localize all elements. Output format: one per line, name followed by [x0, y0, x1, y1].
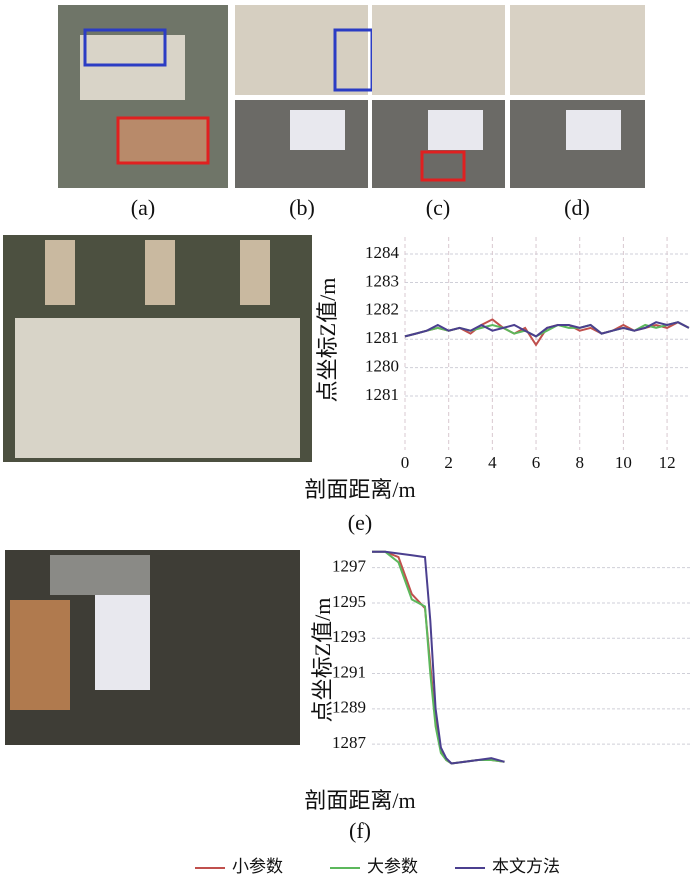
highlight-box: [420, 150, 466, 182]
x-tick-label: 0: [401, 453, 410, 472]
x-tick-label: 10: [615, 453, 632, 472]
y-tick-label: 1283: [365, 271, 399, 290]
building: [80, 35, 185, 100]
x-axis-label: 剖面距离/m: [304, 477, 415, 502]
building: [95, 590, 150, 690]
photo-d-top: [510, 5, 645, 95]
legend-label: 大参数: [367, 857, 418, 876]
x-axis-label: 剖面距离/m: [304, 788, 415, 813]
y-tick-label: 1281: [365, 328, 399, 347]
y-tick-label: 1281: [365, 385, 399, 404]
building: [240, 240, 270, 305]
legend-label: 本文方法: [492, 857, 560, 876]
x-tick-label: 12: [659, 453, 676, 472]
square: [15, 318, 300, 458]
y-tick-label: 1282: [365, 300, 399, 319]
y-axis-label: 点坐标Z值/m: [310, 598, 335, 723]
photo-b-top: [235, 5, 368, 95]
y-tick-label: 1287: [332, 733, 367, 752]
y-tick-label: 1291: [332, 662, 366, 681]
panel-label: (e): [348, 510, 372, 535]
y-tick-label: 1284: [365, 243, 400, 262]
line-series: [372, 550, 505, 765]
building: [45, 240, 75, 305]
building: [145, 240, 175, 305]
y-tick-label: 1289: [332, 698, 366, 717]
roof: [50, 555, 150, 595]
panel-label: (d): [564, 195, 590, 220]
building: [118, 118, 208, 163]
x-tick-label: 2: [444, 453, 453, 472]
highlight-box: [116, 116, 210, 165]
panel-label: (b): [289, 195, 315, 220]
panel-label: (c): [426, 195, 450, 220]
panel-label: (f): [349, 818, 371, 843]
line-series: [404, 318, 690, 347]
photos: [3, 5, 645, 745]
building: [290, 110, 345, 150]
building: [428, 110, 483, 150]
x-tick-label: 6: [532, 453, 541, 472]
panel-label: (a): [131, 195, 155, 220]
y-tick-label: 1280: [365, 357, 399, 376]
x-tick-label: 4: [488, 453, 497, 472]
line-series: [404, 321, 690, 338]
legend-label: 小参数: [232, 857, 283, 876]
x-tick-label: 8: [575, 453, 584, 472]
highlight-box: [83, 28, 167, 67]
y-tick-label: 1295: [332, 592, 366, 611]
y-tick-label: 1293: [332, 627, 366, 646]
photo-c-top: [372, 5, 505, 95]
y-axis-label: 点坐标Z值/m: [315, 278, 340, 403]
building: [566, 110, 621, 150]
building: [10, 600, 70, 710]
y-tick-label: 1297: [332, 557, 367, 576]
